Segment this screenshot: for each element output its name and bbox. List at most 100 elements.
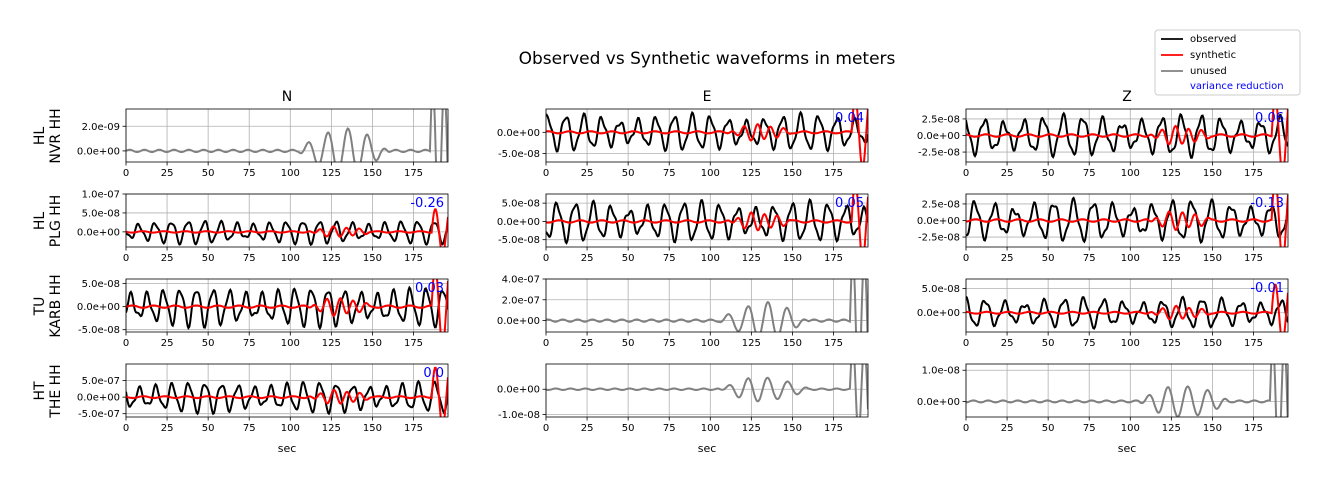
x-tick-label: 175 — [824, 338, 843, 349]
row-label-0: HL NVR HH — [32, 108, 64, 163]
trace-group — [126, 208, 448, 247]
x-tick-label: 175 — [404, 253, 423, 264]
x-tick-label: 50 — [202, 423, 215, 434]
synthetic-trace — [966, 194, 1288, 247]
trace-group — [966, 109, 1288, 162]
row-station-label: THE HH — [48, 364, 64, 418]
x-tick-label: 150 — [1203, 423, 1222, 434]
x-tick-label: 100 — [1121, 168, 1140, 179]
x-tick-label: 75 — [243, 338, 256, 349]
synthetic-trace — [126, 366, 448, 417]
trace-group — [966, 194, 1288, 247]
observed-trace — [546, 110, 868, 153]
y-tick-label: 0.0e+00 — [77, 393, 120, 404]
x-tick-label: 100 — [701, 168, 720, 179]
x-tick-label: 175 — [1244, 423, 1263, 434]
panel-e-3: 0 25 50 75 100 125 150 175 -1.0e-08 0.0e+00 — [497, 363, 869, 434]
x-tick-label: 25 — [581, 423, 594, 434]
x-tick-label: 175 — [404, 423, 423, 434]
panel-frame — [965, 363, 1289, 418]
x-tick-label: 0 — [543, 423, 549, 434]
panel-frame — [965, 193, 1289, 248]
x-tick-label: 0 — [123, 423, 129, 434]
x-tick-label: 25 — [1001, 423, 1014, 434]
trace-group — [126, 109, 448, 162]
trace-group — [546, 279, 868, 332]
column-title-e: E — [703, 89, 712, 105]
panel-frame — [125, 363, 449, 418]
observed-trace — [546, 198, 868, 245]
x-tick-label: 50 — [1042, 168, 1055, 179]
column-title-z: Z — [1122, 89, 1132, 105]
y-tick-label: 0.0e+00 — [497, 316, 540, 327]
variance-reduction-label: -0.01 — [1250, 281, 1284, 296]
x-tick-label: 150 — [363, 253, 382, 264]
x-tick-label: 50 — [202, 338, 215, 349]
x-tick-label: 25 — [581, 253, 594, 264]
panel-frame — [965, 108, 1289, 163]
x-axis-label-z: sec — [1118, 442, 1137, 455]
y-tick-label: 5.0e-08 — [922, 284, 960, 295]
x-tick-label: 150 — [1203, 253, 1222, 264]
y-tick-label: -5.0e-07 — [78, 409, 120, 420]
y-tick-label: 0.0e+00 — [497, 217, 540, 228]
x-tick-label: 100 — [281, 423, 300, 434]
observed-trace — [966, 111, 1288, 159]
legend-observed-label: observed — [1190, 34, 1236, 45]
x-tick-label: 125 — [742, 168, 761, 179]
x-tick-label: 175 — [824, 253, 843, 264]
x-tick-label: 0 — [543, 338, 549, 349]
panel-frame — [545, 278, 869, 333]
x-tick-label: 25 — [161, 253, 174, 264]
x-tick-label: 100 — [701, 423, 720, 434]
x-tick-label: 50 — [622, 253, 635, 264]
x-tick-label: 150 — [363, 338, 382, 349]
x-tick-label: 150 — [1203, 338, 1222, 349]
y-tick-label: 2.5e-08 — [922, 114, 960, 125]
synthetic-trace — [546, 194, 868, 247]
x-tick-label: 0 — [963, 423, 969, 434]
y-tick-label: -1.0e-08 — [498, 410, 540, 421]
x-axis-label-n: sec — [278, 442, 297, 455]
x-tick-label: 50 — [1042, 338, 1055, 349]
x-tick-label: 175 — [404, 168, 423, 179]
waveform-panels: 0 25 50 75 100 125 150 175 0.0e+00 2.0e-09 0 25 50 75… — [77, 108, 1289, 434]
row-label-1: HL PLG HH — [32, 195, 64, 248]
x-tick-label: 75 — [243, 253, 256, 264]
x-tick-label: 50 — [1042, 423, 1055, 434]
x-tick-label: 100 — [1121, 253, 1140, 264]
y-tick-label: 0.0e+00 — [917, 216, 960, 227]
trace-group — [546, 364, 868, 417]
x-tick-label: 75 — [663, 338, 676, 349]
panel-n-2: 0 25 50 75 100 125 150 175 -5.0e-08 0.0e+00 5.0e-0… — [77, 278, 449, 349]
x-tick-label: 75 — [663, 253, 676, 264]
x-tick-label: 100 — [701, 253, 720, 264]
x-tick-label: 75 — [1083, 338, 1096, 349]
figure-title: Observed vs Synthetic waveforms in meter… — [519, 49, 896, 69]
legend-synthetic-label: synthetic — [1190, 50, 1236, 61]
trace-group — [126, 279, 448, 332]
row-station-label: PLG HH — [48, 195, 64, 248]
trace-group — [546, 109, 868, 162]
x-tick-label: 175 — [1244, 253, 1263, 264]
unused-trace — [126, 109, 448, 162]
x-tick-label: 50 — [622, 338, 635, 349]
x-tick-label: 75 — [663, 168, 676, 179]
variance-reduction-label: 0.05 — [835, 196, 864, 211]
x-tick-label: 125 — [322, 168, 341, 179]
x-tick-label: 0 — [963, 253, 969, 264]
trace-group — [546, 194, 868, 247]
x-tick-label: 175 — [1244, 168, 1263, 179]
legend-box — [1154, 29, 1301, 96]
x-tick-label: 50 — [202, 168, 215, 179]
y-tick-label: 0.0e+00 — [917, 397, 960, 408]
row-station-label: NVR HH — [48, 108, 64, 163]
panel-frame — [545, 363, 869, 418]
x-tick-label: 150 — [783, 253, 802, 264]
y-tick-label: 0.0e+00 — [917, 308, 960, 319]
panel-frame — [125, 193, 449, 248]
y-tick-label: 0.0e+00 — [497, 128, 540, 139]
x-tick-label: 175 — [824, 423, 843, 434]
x-tick-label: 150 — [363, 423, 382, 434]
x-tick-label: 175 — [404, 338, 423, 349]
